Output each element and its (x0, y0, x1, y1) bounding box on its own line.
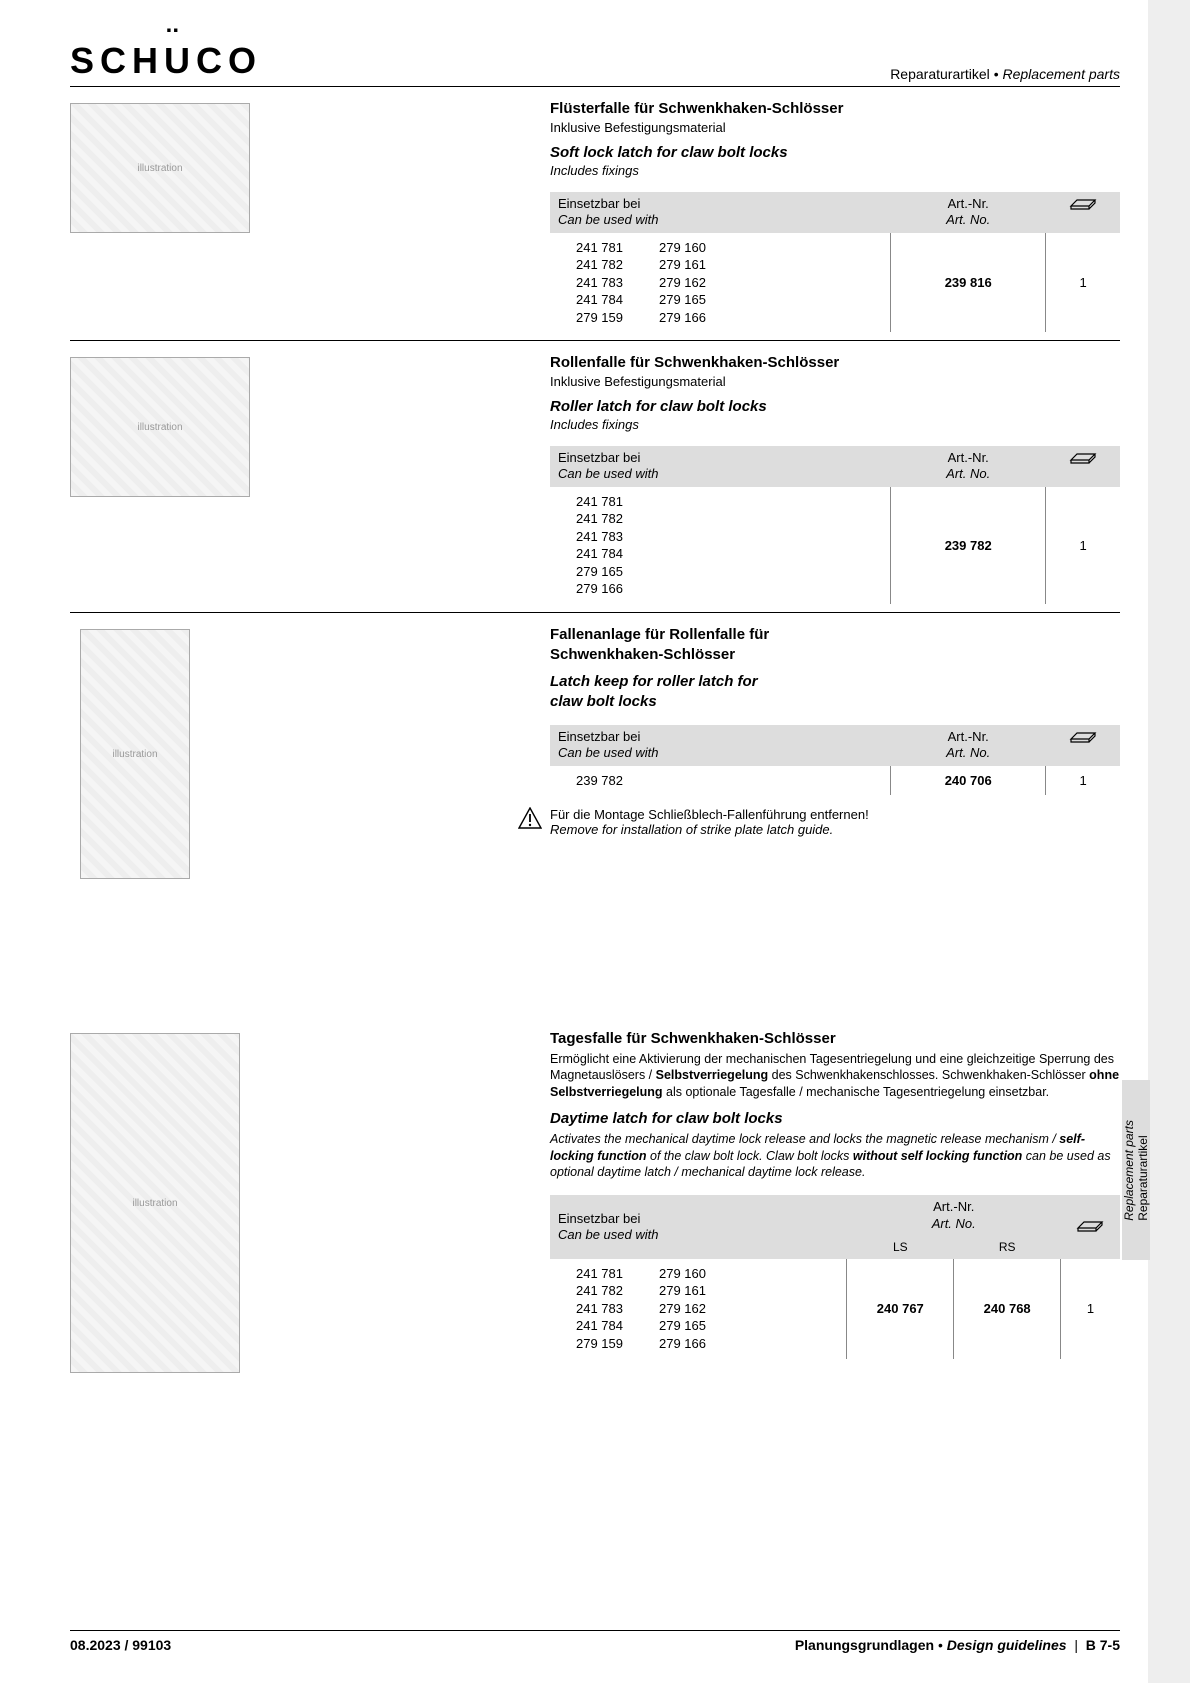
col-used-de: Einsetzbar bei (558, 1211, 640, 1226)
page-container: SCHUCO Reparaturartikel • Replacement pa… (0, 0, 1190, 1683)
warning-note: Für die Montage Schließblech-Fallenführu… (518, 807, 1120, 837)
col-used-de: Einsetzbar bei (558, 729, 640, 744)
art-number-ls: 240 767 (847, 1259, 954, 1359)
title-en-l2: claw bolt locks (550, 692, 1120, 712)
footer-en: Design guidelines (947, 1637, 1067, 1653)
subtitle-de: Inklusive Befestigungsmaterial (550, 120, 1120, 135)
qty: 1 (1046, 766, 1120, 796)
title-de: Rollenfalle für Schwenkhaken-Schlösser (550, 353, 1120, 373)
product-section-2: illustration Rollenfalle für Schwenkhake… (70, 353, 1120, 613)
side-tab: Replacement parts Reparaturartikel (1122, 1080, 1150, 1260)
col-rs: RS (954, 1236, 1061, 1259)
title-de: Tagesfalle für Schwenkhaken-Schlösser (550, 1029, 1120, 1049)
desc-de: Ermöglicht eine Aktivierung der mechanis… (550, 1051, 1120, 1102)
product-illustration: illustration (70, 357, 250, 497)
col-used-en: Can be used with (558, 1227, 839, 1243)
spec-table: Einsetzbar bei Can be used with Art.-Nr.… (550, 446, 1120, 604)
package-icon (1069, 196, 1097, 210)
product-section-1: illustration Flüsterfalle für Schwenkhak… (70, 99, 1120, 341)
art-number: 239 816 (891, 233, 1046, 333)
used-with-list-1: 241 781 241 782 241 783 241 784 279 159 (576, 239, 623, 327)
col-art-en: Art. No. (855, 1216, 1053, 1232)
desc-en: Activates the mechanical daytime lock re… (550, 1131, 1120, 1182)
product-text-col: Fallenanlage für Rollenfalle für Schwenk… (550, 625, 1120, 879)
art-number: 239 782 (891, 487, 1046, 604)
package-icon (1076, 1218, 1104, 1232)
warning-icon (518, 807, 542, 829)
title-en: Daytime latch for claw bolt locks (550, 1109, 1120, 1129)
col-ls: LS (847, 1236, 954, 1259)
warn-de: Für die Montage Schließblech-Fallenführu… (550, 807, 869, 822)
col-art-de: Art.-Nr. (948, 450, 989, 465)
footer-de: Planungsgrundlagen (795, 1637, 934, 1653)
used-with-value: 239 782 (550, 766, 891, 796)
col-art-de: Art.-Nr. (933, 1199, 974, 1214)
title-en: Soft lock latch for claw bolt locks (550, 143, 1120, 163)
product-section-3: illustration Fallenanlage für Rollenfall… (70, 625, 1120, 887)
col-used-en: Can be used with (558, 745, 883, 761)
subtitle-de: Inklusive Befestigungsmaterial (550, 374, 1120, 389)
subtitle-en: Includes fixings (550, 417, 1120, 432)
used-with-list-1: 241 781 241 782 241 783 241 784 279 165 … (576, 493, 623, 598)
package-icon (1069, 729, 1097, 743)
footer-page: B 7-5 (1086, 1637, 1120, 1653)
table-row: 241 781 241 782 241 783 241 784 279 165 … (550, 487, 1120, 604)
footer-left: 08.2023 / 99103 (70, 1637, 171, 1653)
col-used-de: Einsetzbar bei (558, 196, 640, 211)
header-category: Reparaturartikel • Replacement parts (890, 66, 1120, 82)
spec-table: Einsetzbar bei Can be used with Art.-Nr.… (550, 1195, 1120, 1358)
product-image-col: illustration (70, 353, 530, 604)
header-label-de: Reparaturartikel (890, 66, 990, 82)
subtitle-en: Includes fixings (550, 163, 1120, 178)
product-illustration: illustration (70, 103, 250, 233)
page-footer: 08.2023 / 99103 Planungsgrundlagen • Des… (70, 1630, 1120, 1653)
title-en: Roller latch for claw bolt locks (550, 397, 1120, 417)
title-de: Flüsterfalle für Schwenkhaken-Schlösser (550, 99, 1120, 119)
col-used-en: Can be used with (558, 466, 883, 482)
warning-text: Für die Montage Schließblech-Fallenführu… (550, 807, 869, 837)
spec-table: Einsetzbar bei Can be used with Art.-Nr.… (550, 725, 1120, 795)
used-with-list-2: 279 160 279 161 279 162 279 165 279 166 (659, 1265, 706, 1353)
side-tab-en: Replacement parts (1122, 1120, 1136, 1221)
used-with-list-1: 241 781 241 782 241 783 241 784 279 159 (576, 1265, 623, 1353)
art-number-rs: 240 768 (954, 1259, 1061, 1359)
col-art-de: Art.-Nr. (948, 196, 989, 211)
product-image-col: illustration (70, 625, 530, 879)
page-header: SCHUCO Reparaturartikel • Replacement pa… (70, 40, 1120, 87)
qty: 1 (1046, 487, 1120, 604)
warn-en: Remove for installation of strike plate … (550, 822, 869, 837)
product-image-col: illustration (70, 1029, 530, 1373)
spec-table: Einsetzbar bei Can be used with Art.-Nr.… (550, 192, 1120, 332)
title-de-l2: Schwenkhaken-Schlösser (550, 645, 1120, 665)
qty: 1 (1061, 1259, 1120, 1359)
side-tab-de: Reparaturartikel (1136, 1135, 1150, 1220)
title-en-l1: Latch keep for roller latch for (550, 672, 1120, 692)
brand-logo: SCHUCO (70, 40, 262, 82)
table-row: 241 781 241 782 241 783 241 784 279 159 … (550, 233, 1120, 333)
product-text-col: Flüsterfalle für Schwenkhaken-Schlösser … (550, 99, 1120, 332)
col-art-en: Art. No. (899, 466, 1038, 482)
product-illustration: illustration (80, 629, 190, 879)
package-icon (1069, 450, 1097, 464)
used-with-list-2: 279 160 279 161 279 162 279 165 279 166 (659, 239, 706, 327)
header-label-en: Replacement parts (1002, 66, 1120, 82)
col-art-de: Art.-Nr. (948, 729, 989, 744)
qty: 1 (1046, 233, 1120, 333)
spacer (70, 899, 1120, 1029)
col-used-en: Can be used with (558, 212, 883, 228)
product-section-4: illustration Tagesfalle für Schwenkhaken… (70, 1029, 1120, 1381)
footer-right: Planungsgrundlagen • Design guidelines |… (795, 1637, 1120, 1653)
product-text-col: Rollenfalle für Schwenkhaken-Schlösser I… (550, 353, 1120, 604)
product-illustration: illustration (70, 1033, 240, 1373)
table-row: 239 782 240 706 1 (550, 766, 1120, 796)
table-row: 241 781 241 782 241 783 241 784 279 159 … (550, 1259, 1120, 1359)
title-de-l1: Fallenanlage für Rollenfalle für (550, 625, 1120, 645)
col-art-en: Art. No. (899, 212, 1038, 228)
product-image-col: illustration (70, 99, 530, 332)
col-used-de: Einsetzbar bei (558, 450, 640, 465)
col-art-en: Art. No. (899, 745, 1038, 761)
product-text-col: Tagesfalle für Schwenkhaken-Schlösser Er… (550, 1029, 1120, 1373)
art-number: 240 706 (891, 766, 1046, 796)
